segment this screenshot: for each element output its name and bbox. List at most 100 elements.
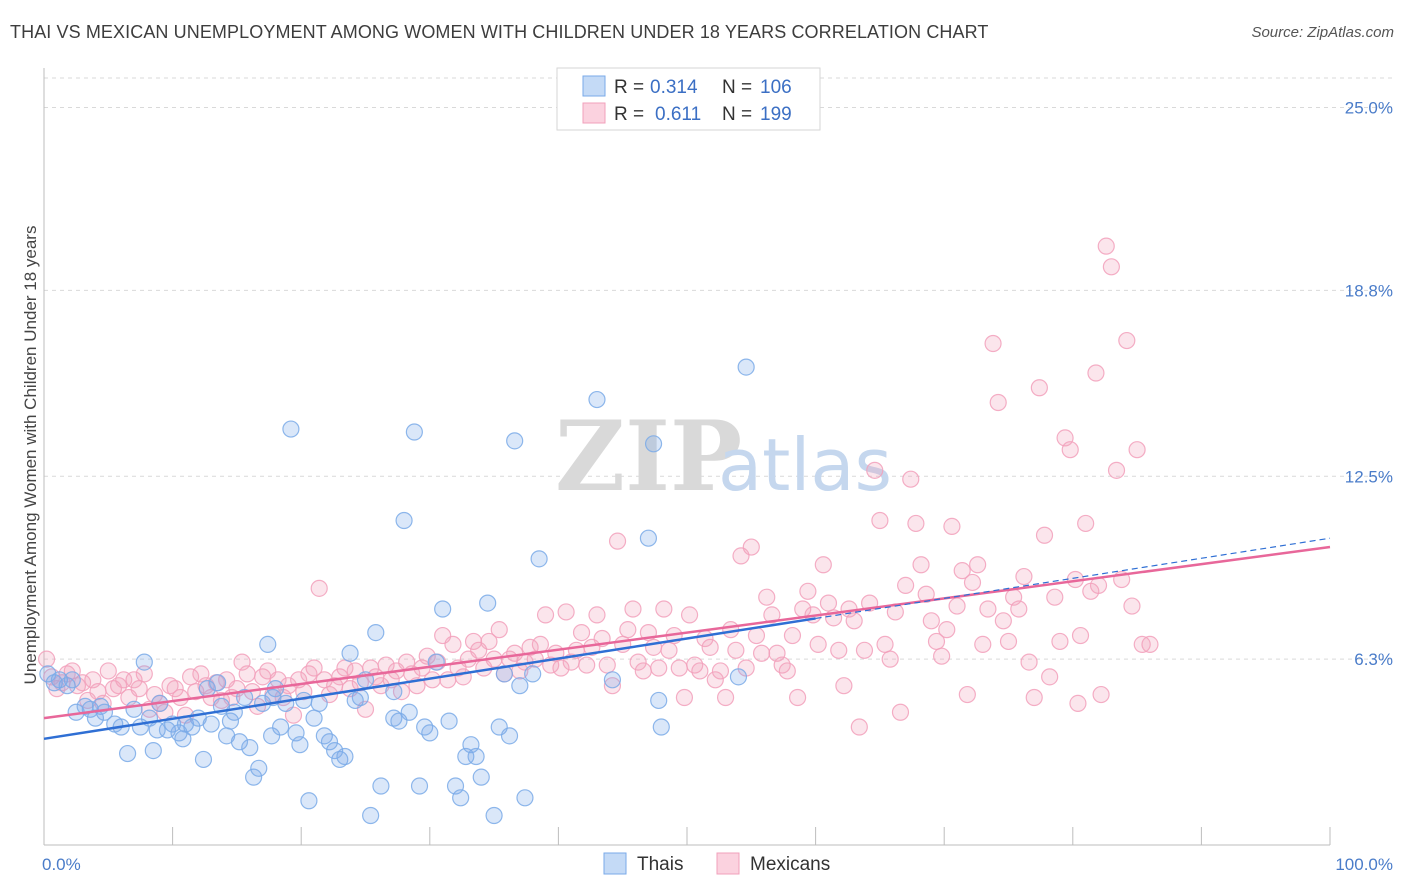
thais-point bbox=[63, 671, 81, 689]
x-tick-label-max: 100.0% bbox=[1335, 855, 1393, 874]
bottom-legend-swatch-thais bbox=[603, 852, 627, 875]
legend-r-label-mexicans: R = bbox=[614, 104, 644, 125]
mexicans-point bbox=[876, 635, 894, 654]
thais-point bbox=[367, 623, 385, 642]
mexicans-point bbox=[1020, 653, 1038, 671]
mexicans-point bbox=[629, 653, 647, 671]
mexicans-point bbox=[912, 556, 930, 574]
mexicans-point bbox=[557, 603, 575, 621]
legend-n-value-thais: 106 bbox=[760, 77, 792, 98]
bottom-legend-mexicans: Mexicans bbox=[750, 854, 830, 875]
mexicans-point bbox=[578, 656, 596, 674]
thais-point bbox=[479, 594, 497, 612]
mexicans-point bbox=[845, 612, 863, 630]
thais-point bbox=[45, 674, 63, 692]
thais-point bbox=[144, 741, 162, 760]
mexicans-point bbox=[974, 635, 992, 654]
thais-point bbox=[440, 712, 458, 730]
thais-point bbox=[183, 718, 201, 736]
watermark-atlas: atlas bbox=[718, 423, 892, 507]
legend-r-label-thais: R = bbox=[614, 77, 644, 98]
thais-point bbox=[241, 739, 259, 757]
mexicans-point bbox=[598, 656, 616, 674]
thais-point bbox=[506, 432, 524, 450]
thais-point bbox=[326, 741, 344, 760]
mexicans-point bbox=[963, 573, 982, 592]
thais-point bbox=[295, 691, 313, 710]
mexicans-point bbox=[788, 688, 807, 707]
legend-n-value-mexicans: 199 bbox=[760, 104, 792, 125]
mexicans-point bbox=[603, 677, 622, 695]
thais-point bbox=[385, 709, 403, 727]
mexicans-point bbox=[680, 606, 699, 624]
legend: R = 0.314 N = 106 R = 0.611 N = 199 bbox=[556, 67, 821, 131]
mexicans-point bbox=[897, 576, 915, 595]
thais-point bbox=[346, 691, 364, 710]
thais-point bbox=[209, 674, 227, 692]
trend-lines bbox=[43, 537, 1331, 741]
mexicans-point bbox=[37, 650, 56, 668]
legend-swatch-thais bbox=[582, 75, 606, 97]
mexicans-point bbox=[161, 677, 179, 695]
thais-point bbox=[737, 358, 755, 376]
mexicans-point bbox=[1046, 588, 1064, 606]
mexicans-point bbox=[917, 585, 935, 603]
thais-point bbox=[652, 718, 670, 736]
source-label: Source: ZipAtlas.com bbox=[1251, 24, 1394, 41]
mexicans-point bbox=[454, 668, 472, 686]
thais-point bbox=[405, 423, 423, 441]
mexicans-point bbox=[881, 650, 899, 668]
mexicans-point bbox=[624, 600, 642, 618]
mexicans-point bbox=[979, 600, 997, 618]
thais-point bbox=[729, 668, 748, 686]
mexicans-point bbox=[1077, 514, 1095, 533]
y-axis-label: Unemployment Among Women with Children U… bbox=[21, 226, 40, 685]
mexicans-point bbox=[855, 641, 874, 659]
thais-point bbox=[516, 789, 534, 807]
thais-point bbox=[291, 736, 309, 754]
thais-trend-line bbox=[43, 617, 816, 741]
mexicans-point bbox=[552, 659, 570, 677]
mexicans-point bbox=[989, 393, 1007, 412]
thais-point bbox=[221, 712, 240, 730]
thais-point bbox=[511, 677, 529, 695]
mexicans-point bbox=[130, 680, 148, 698]
thais-point bbox=[467, 747, 485, 766]
mexicans-point bbox=[536, 606, 555, 624]
thais-point bbox=[362, 806, 380, 825]
thais-point bbox=[500, 727, 519, 745]
thais-point bbox=[644, 435, 663, 453]
mexicans-point bbox=[891, 703, 910, 721]
mexicans-point bbox=[742, 538, 760, 556]
legend-swatch-mexicans bbox=[582, 102, 606, 124]
thais-point bbox=[202, 715, 220, 733]
y-tick-label: 18.8% bbox=[1345, 281, 1393, 300]
thais-point bbox=[300, 792, 318, 810]
mexicans-point bbox=[1107, 461, 1126, 479]
mexicans-point bbox=[691, 662, 709, 680]
thais-point bbox=[650, 691, 668, 710]
chart-title: THAI VS MEXICAN UNEMPLOYMENT AMONG WOMEN… bbox=[10, 22, 989, 42]
mexicans-point bbox=[171, 688, 189, 707]
mexicans-trend-line bbox=[43, 545, 1331, 720]
mexicans-point bbox=[655, 600, 673, 618]
mexicans-point bbox=[758, 588, 776, 606]
thais-point bbox=[250, 759, 268, 777]
thais-point bbox=[400, 703, 418, 721]
legend-r-value-mexicans: 0.611 bbox=[655, 104, 701, 125]
thais-point bbox=[236, 688, 254, 707]
mexicans-point bbox=[1128, 441, 1146, 459]
legend-n-label-mexicans: N = bbox=[722, 104, 752, 125]
bottom-legend: Thais Mexicans bbox=[603, 852, 830, 875]
mexicans-point bbox=[783, 626, 802, 645]
mexicans-point bbox=[1025, 688, 1043, 707]
mexicans-point bbox=[284, 706, 303, 724]
mexicans-point bbox=[634, 662, 652, 680]
bottom-legend-thais: Thais bbox=[637, 854, 683, 875]
thais-point bbox=[421, 724, 439, 742]
mexicans-point bbox=[763, 606, 781, 624]
mexicans-point bbox=[1035, 526, 1054, 544]
mexicans-point bbox=[994, 612, 1012, 630]
thais-point bbox=[331, 750, 349, 769]
